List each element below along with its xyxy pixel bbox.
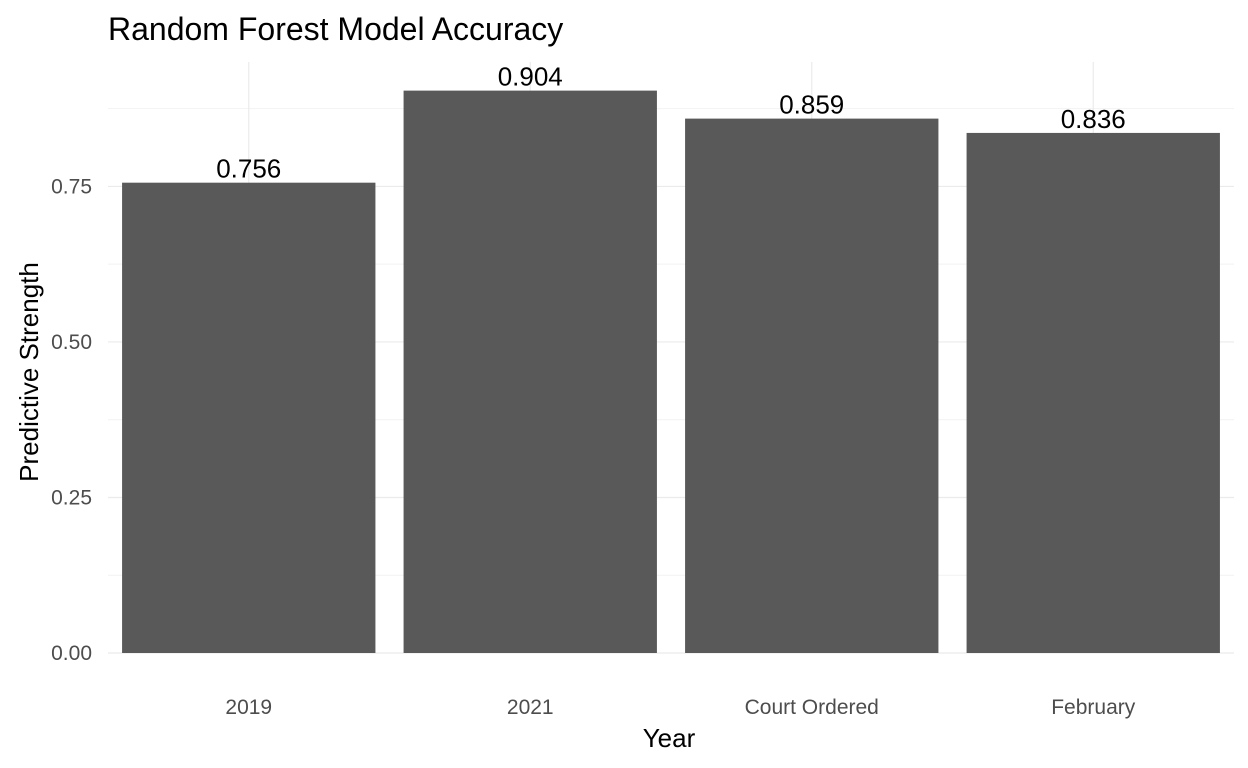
y-axis-title: Predictive Strength (14, 262, 44, 482)
data-labels: 0.756 0.904 0.859 0.836 (216, 62, 1126, 184)
x-tick-label: 2019 (225, 696, 272, 719)
bar (403, 90, 657, 654)
bar-value-label: 0.756 (216, 154, 281, 184)
bar-value-label: 0.836 (1061, 104, 1126, 134)
x-axis-title: Year (643, 723, 696, 753)
y-axis-ticks: 0.00 0.25 0.50 0.75 (51, 175, 92, 665)
x-tick-label: 2021 (507, 696, 554, 719)
bar (685, 118, 939, 654)
bar (966, 132, 1220, 654)
y-tick-label: 0.75 (51, 175, 92, 198)
bar (122, 182, 376, 653)
y-tick-label: 0.25 (51, 486, 92, 509)
chart-title: Random Forest Model Accuracy (108, 11, 563, 47)
bar-value-label: 0.904 (498, 62, 563, 92)
bars (122, 90, 1220, 654)
y-tick-label: 0.00 (51, 642, 92, 665)
bar-value-label: 0.859 (779, 90, 844, 120)
x-tick-label: Court Ordered (745, 696, 879, 719)
x-tick-label: February (1051, 696, 1136, 719)
x-axis-ticks: 2019 2021 Court Ordered February (225, 696, 1135, 719)
y-tick-label: 0.50 (51, 331, 92, 354)
